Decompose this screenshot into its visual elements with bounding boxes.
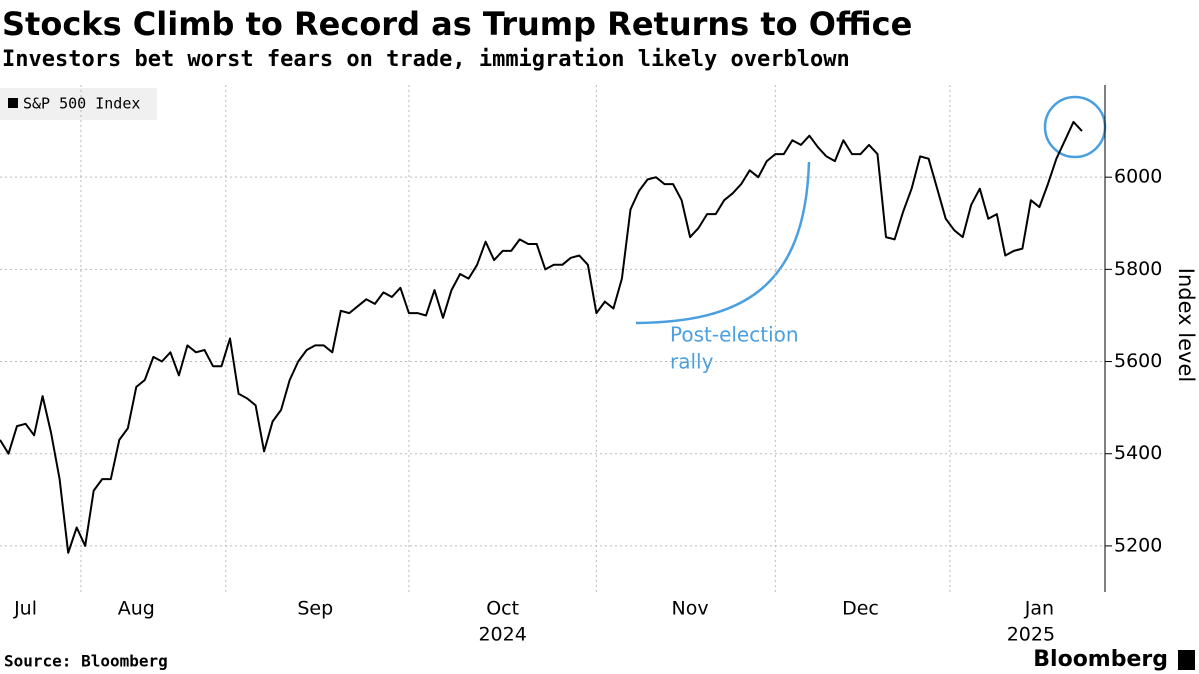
y-tick-label: 5400: [1114, 442, 1162, 464]
y-tick-label: 6000: [1114, 166, 1162, 188]
highlight-circle: [1043, 95, 1107, 159]
annotation-line: Post-election: [670, 323, 799, 347]
legend-box: [0, 88, 157, 120]
chart-title: Stocks Climb to Record as Trump Returns …: [2, 5, 912, 43]
x-year-label: 2025: [1007, 624, 1055, 646]
x-tick-label: Nov: [672, 598, 709, 620]
x-tick-label: Jul: [13, 598, 37, 620]
y-tick-label: 5800: [1114, 258, 1162, 280]
x-tick-label: Aug: [118, 598, 155, 620]
y-axis-label: Index level: [1174, 268, 1198, 382]
annotation-arrow: [635, 161, 811, 325]
x-tick-label: Dec: [842, 598, 879, 620]
source: Source: Bloomberg: [4, 652, 168, 671]
y-tick-label: 5200: [1114, 534, 1162, 556]
chart-subtitle: Investors bet worst fears on trade, immi…: [2, 47, 850, 72]
series-line: [0, 120, 1083, 554]
x-tick-label: Jan: [1024, 598, 1054, 620]
brand: Bloomberg: [1033, 647, 1168, 672]
x-tick-label: Oct: [486, 598, 519, 620]
legend-swatch: [8, 98, 18, 108]
y-tick-label: 5600: [1114, 350, 1162, 372]
x-year-label: 2024: [478, 624, 526, 646]
legend-label: S&P 500 Index: [23, 95, 140, 113]
brand-icon: [1178, 650, 1195, 670]
x-tick-label: Sep: [297, 598, 333, 620]
